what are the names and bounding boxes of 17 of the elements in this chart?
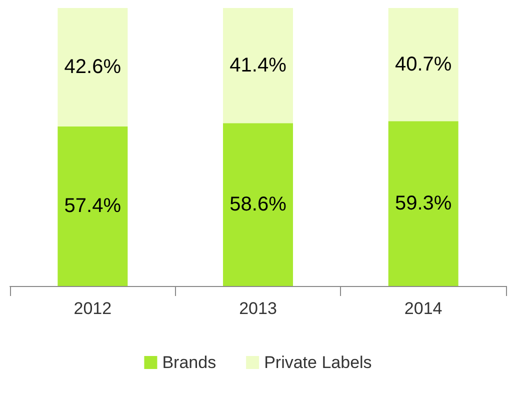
data-label: 42.6%: [64, 56, 122, 78]
bar: [58, 8, 128, 126]
bar: [388, 121, 458, 286]
data-label: 58.6%: [230, 194, 287, 216]
bar: [388, 8, 458, 122]
bar: [223, 123, 293, 286]
data-label: 40.7%: [394, 54, 452, 76]
data-label: 57.4%: [64, 195, 122, 218]
x-tick-label: 2013: [239, 299, 277, 318]
data-label: 59.3%: [394, 192, 452, 215]
data-label: 41.4%: [230, 54, 287, 77]
x-tick-label: 2012: [74, 299, 112, 318]
legend-label: Private Labels: [264, 353, 372, 372]
bar: [223, 8, 293, 124]
bar: [58, 126, 128, 286]
x-tick-label: 2014: [404, 299, 442, 318]
legend-label: Brands: [162, 353, 216, 372]
